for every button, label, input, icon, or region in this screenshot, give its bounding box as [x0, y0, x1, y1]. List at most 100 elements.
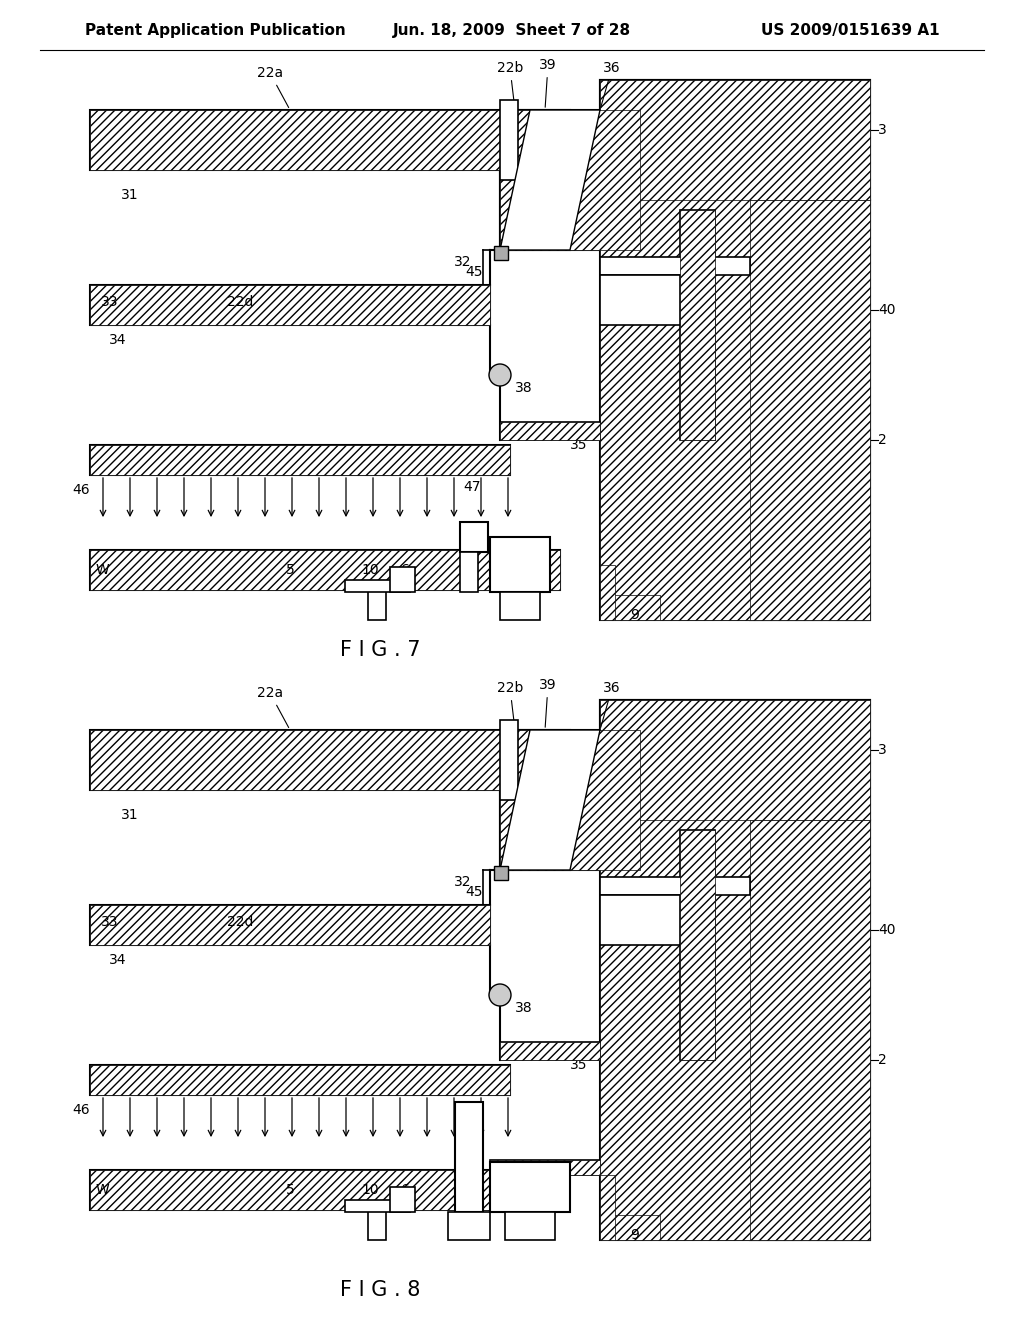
Polygon shape — [500, 1041, 600, 1060]
Text: 7: 7 — [525, 1214, 535, 1229]
Text: 33: 33 — [101, 294, 119, 309]
Text: 38: 38 — [515, 381, 532, 395]
Polygon shape — [680, 830, 715, 1060]
Text: 39: 39 — [540, 58, 557, 107]
Text: 38: 38 — [515, 1001, 532, 1015]
Bar — [600, 700, 870, 820]
Bar — [460, 552, 478, 591]
Bar — [500, 591, 540, 620]
Text: 47: 47 — [463, 480, 480, 494]
Polygon shape — [90, 110, 510, 170]
Bar — [90, 1170, 560, 1210]
Bar — [600, 275, 680, 325]
Text: 45: 45 — [466, 884, 483, 899]
Bar — [750, 820, 870, 1239]
Bar — [368, 587, 386, 620]
Bar — [600, 700, 870, 1239]
Polygon shape — [600, 700, 870, 1239]
Bar — [90, 110, 510, 170]
Text: 46: 46 — [73, 1104, 90, 1117]
Text: 32: 32 — [454, 255, 471, 269]
Text: US 2009/0151639 A1: US 2009/0151639 A1 — [762, 22, 940, 37]
Text: Patent Application Publication: Patent Application Publication — [85, 22, 346, 37]
Bar — [490, 1162, 570, 1212]
Text: 3: 3 — [878, 123, 887, 137]
Bar — [505, 1212, 555, 1239]
Bar — [90, 1065, 510, 1096]
Polygon shape — [500, 110, 640, 249]
Text: W: W — [95, 564, 109, 577]
Polygon shape — [500, 730, 600, 870]
Text: 35: 35 — [570, 438, 588, 451]
Bar — [368, 1208, 386, 1239]
Text: 10: 10 — [361, 1183, 379, 1197]
Bar — [90, 730, 510, 789]
Text: 7: 7 — [525, 595, 535, 609]
Bar — [490, 537, 550, 591]
Polygon shape — [500, 422, 600, 440]
Polygon shape — [490, 1160, 600, 1175]
Bar — [600, 565, 615, 620]
Text: 40: 40 — [878, 304, 896, 317]
Text: Jun. 18, 2009  Sheet 7 of 28: Jun. 18, 2009 Sheet 7 of 28 — [393, 22, 631, 37]
Text: 2: 2 — [878, 433, 887, 447]
Bar — [345, 579, 410, 591]
Text: W: W — [95, 1183, 109, 1197]
Circle shape — [489, 364, 511, 385]
Bar — [345, 1200, 410, 1212]
Bar — [500, 730, 570, 870]
Text: 31: 31 — [121, 187, 139, 202]
Text: 40: 40 — [878, 923, 896, 937]
Text: 36: 36 — [601, 681, 621, 727]
Polygon shape — [600, 565, 615, 620]
Bar — [500, 100, 518, 180]
Text: 5: 5 — [286, 1183, 294, 1197]
Text: 22b: 22b — [497, 681, 523, 727]
Text: 2: 2 — [878, 1053, 887, 1067]
Text: 34: 34 — [110, 333, 127, 347]
Polygon shape — [90, 285, 490, 325]
Bar — [600, 876, 750, 895]
Polygon shape — [500, 730, 640, 870]
Bar — [600, 257, 750, 275]
Bar — [500, 1041, 600, 1060]
Bar — [610, 595, 660, 620]
Text: F I G . 8: F I G . 8 — [340, 1280, 420, 1300]
Bar — [390, 568, 415, 591]
Text: 22d: 22d — [226, 915, 253, 929]
Bar — [90, 550, 560, 590]
Text: 9: 9 — [631, 1228, 639, 1242]
Text: 10: 10 — [361, 564, 379, 577]
Polygon shape — [600, 81, 870, 201]
Polygon shape — [500, 110, 600, 249]
Bar — [600, 81, 870, 620]
Text: 22a: 22a — [257, 66, 289, 107]
Bar — [90, 285, 490, 325]
Bar — [680, 210, 715, 440]
Text: 22a: 22a — [257, 686, 289, 727]
Polygon shape — [500, 110, 570, 249]
Polygon shape — [90, 1170, 560, 1210]
Polygon shape — [90, 730, 510, 789]
Bar — [600, 1214, 660, 1239]
Polygon shape — [600, 1175, 615, 1239]
Bar — [390, 1187, 415, 1212]
Polygon shape — [600, 81, 870, 620]
Bar — [500, 422, 600, 440]
Polygon shape — [90, 1065, 510, 1096]
Bar — [449, 1212, 490, 1239]
Text: 36: 36 — [601, 61, 621, 107]
Polygon shape — [90, 445, 510, 475]
Text: 9: 9 — [631, 609, 639, 622]
Bar — [494, 866, 508, 880]
Text: 31: 31 — [121, 808, 139, 822]
Polygon shape — [680, 210, 715, 440]
Bar — [500, 110, 640, 249]
Bar — [600, 81, 870, 201]
Bar — [500, 719, 518, 800]
Polygon shape — [600, 1214, 660, 1239]
Bar — [90, 906, 490, 945]
Text: 3: 3 — [878, 743, 887, 756]
Text: 5: 5 — [286, 564, 294, 577]
Text: 6: 6 — [400, 564, 410, 577]
